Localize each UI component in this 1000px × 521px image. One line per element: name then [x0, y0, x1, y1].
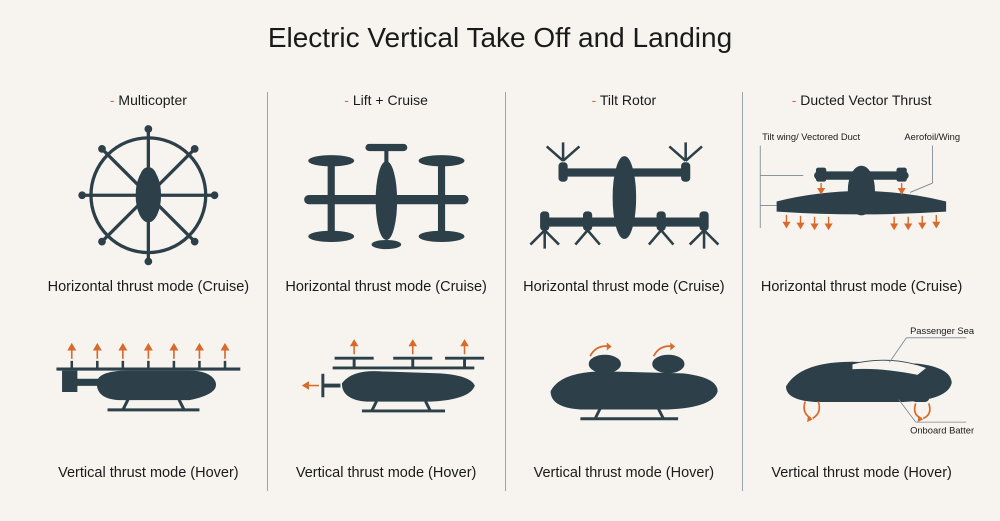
caption-multicopter-hover: Vertical thrust mode (Hover)	[36, 459, 261, 491]
col-tiltrotor: - Tilt Rotor	[505, 92, 743, 491]
col-title-tiltrotor: - Tilt Rotor	[512, 92, 737, 112]
col-multicopter: - Multicopter	[30, 92, 267, 491]
fig-multicopter-hover	[36, 305, 261, 460]
fig-ducted-cruise: Tilt wing/ Vectored Duct Aerofoil/Wing	[749, 118, 974, 273]
fig-liftcruise-hover	[274, 305, 499, 460]
col-title-multicopter: - Multicopter	[36, 92, 261, 112]
fig-liftcruise-cruise	[274, 118, 499, 273]
ann-tiltwing: Tilt wing/ Vectored Duct	[762, 132, 860, 142]
fig-ducted-hover: Passenger Seating Onboard Battery	[749, 305, 974, 460]
fig-tiltrotor-hover	[512, 305, 737, 460]
col-title-liftcruise: - Lift + Cruise	[274, 92, 499, 112]
caption-tiltrotor-cruise: Horizontal thrust mode (Cruise)	[512, 273, 737, 305]
caption-multicopter-cruise: Horizontal thrust mode (Cruise)	[36, 273, 261, 305]
col-title-ducted: - Ducted Vector Thrust	[749, 92, 974, 112]
col-liftcruise: - Lift + Cruise	[267, 92, 505, 491]
ann-aerofoil: Aerofoil/Wing	[905, 132, 961, 142]
ann-passenger: Passenger Seating	[910, 326, 974, 336]
caption-ducted-cruise: Horizontal thrust mode (Cruise)	[749, 273, 974, 305]
col-ducted: - Ducted Vector Thrust Tilt wing/ Vector…	[742, 92, 980, 491]
caption-liftcruise-cruise: Horizontal thrust mode (Cruise)	[274, 273, 499, 305]
caption-ducted-hover: Vertical thrust mode (Hover)	[749, 459, 974, 491]
fig-tiltrotor-cruise	[512, 118, 737, 273]
page-title: Electric Vertical Take Off and Landing	[0, 0, 1000, 54]
columns-grid: - Multicopter	[30, 92, 980, 491]
caption-liftcruise-hover: Vertical thrust mode (Hover)	[274, 459, 499, 491]
fig-multicopter-cruise	[36, 118, 261, 273]
ann-battery: Onboard Battery	[910, 425, 974, 435]
caption-tiltrotor-hover: Vertical thrust mode (Hover)	[512, 459, 737, 491]
